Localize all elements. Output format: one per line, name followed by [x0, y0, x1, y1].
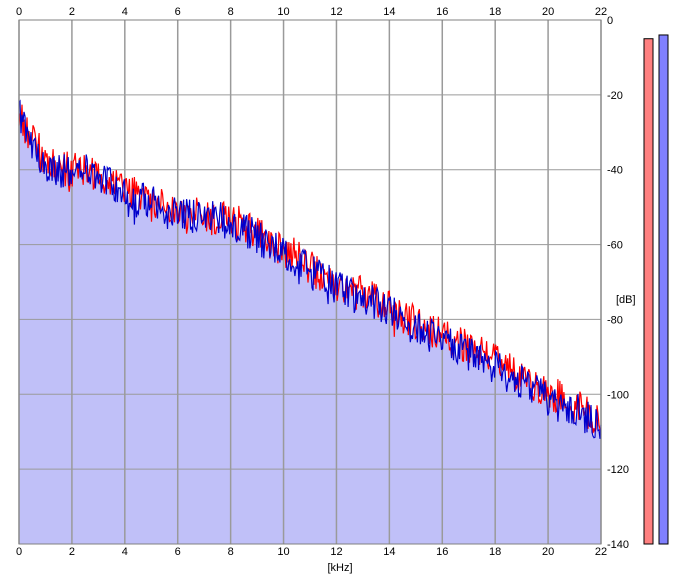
- x-tick-label-top-10: 20: [542, 6, 554, 18]
- x-tick-labels-bottom: 0 2 4 6 8 10 12 14 16 18 20 22: [16, 546, 607, 558]
- x-tick-label-top-8: 16: [436, 6, 448, 18]
- x-tick-label-top-11: 22: [595, 6, 607, 18]
- x-tick-label-bottom-4: 8: [228, 546, 234, 558]
- x-tick-label-bottom-1: 2: [69, 546, 75, 558]
- y-tick-label-3: -60: [607, 240, 623, 252]
- x-tick-label-bottom-7: 14: [383, 546, 395, 558]
- y-tick-label-6: -120: [607, 464, 629, 476]
- y-tick-label-0: 0: [607, 15, 613, 27]
- y-tick-label-2: -40: [607, 165, 623, 177]
- x-tick-label-bottom-0: 0: [16, 546, 22, 558]
- y-tick-label-5: -100: [607, 389, 629, 401]
- x-tick-label-bottom-6: 12: [330, 546, 342, 558]
- x-tick-labels-top: 0 2 4 6 8 10 12 14 16 18 20 22: [16, 6, 607, 18]
- series-line-blue: [18, 99, 602, 439]
- x-tick-label-bottom-9: 18: [489, 546, 501, 558]
- y-tick-label-7: -140: [607, 539, 629, 551]
- x-tick-label-bottom-3: 6: [175, 546, 181, 558]
- x-tick-label-top-5: 10: [277, 6, 289, 18]
- y-tick-label-1: -20: [607, 90, 623, 102]
- x-tick-label-top-7: 14: [383, 6, 395, 18]
- x-tick-label-top-4: 8: [228, 6, 234, 18]
- x-tick-label-top-6: 12: [330, 6, 342, 18]
- x-tick-label-top-9: 18: [489, 6, 501, 18]
- x-tick-label-top-1: 2: [69, 6, 75, 18]
- level-meter-0: [643, 38, 654, 545]
- y-tick-label-4: -80: [607, 314, 623, 326]
- x-tick-label-bottom-5: 10: [277, 546, 289, 558]
- x-tick-label-bottom-10: 20: [542, 546, 554, 558]
- x-tick-label-bottom-2: 4: [122, 546, 128, 558]
- grid-lines: [18, 19, 602, 545]
- x-tick-label-top-3: 6: [175, 6, 181, 18]
- plot-frame: [18, 19, 602, 545]
- y-axis-label: [dB]: [616, 294, 636, 306]
- level-meters: [643, 34, 669, 545]
- level-meter-1: [658, 34, 669, 545]
- spectrum-fill-area: [19, 113, 601, 544]
- x-tick-label-bottom-11: 22: [595, 546, 607, 558]
- x-axis-label: [kHz]: [327, 562, 352, 574]
- x-tick-label-bottom-8: 16: [436, 546, 448, 558]
- y-tick-labels: 0 -20 -40 -60 -80 -100 -120 -140: [607, 15, 629, 551]
- x-tick-label-top-0: 0: [16, 6, 22, 18]
- x-tick-label-top-2: 4: [122, 6, 128, 18]
